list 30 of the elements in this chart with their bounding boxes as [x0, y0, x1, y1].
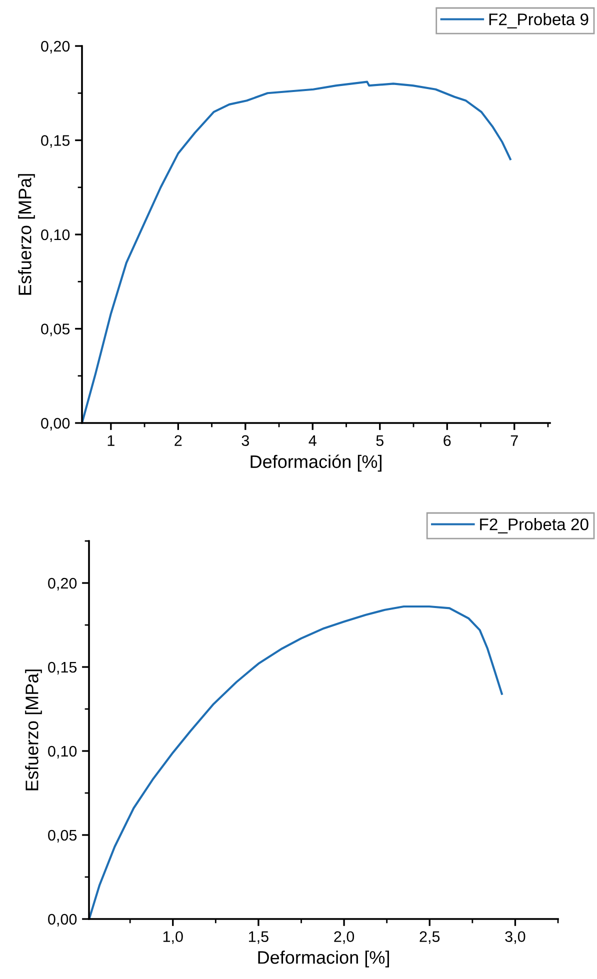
y-tick-label: 0,15	[48, 662, 77, 674]
x-tick-label: 1,0	[163, 931, 183, 944]
y-tick-label: 0,20	[41, 40, 70, 54]
legend-label: F2_Probeta 9	[489, 13, 588, 28]
x-axis-title: Deformacion [%]	[258, 950, 389, 968]
y-tick-label: 0,00	[41, 418, 70, 430]
y-tick-label: 0,00	[48, 914, 77, 926]
x-tick-label: 2	[174, 435, 182, 446]
line-series	[82, 80, 512, 423]
x-tick-label: 2,0	[334, 931, 354, 944]
y-tick-label: 0,10	[41, 229, 70, 242]
legend-label: F2_Probeta 20	[480, 518, 588, 534]
x-tick-label: 6	[444, 435, 451, 446]
line-series	[89, 605, 503, 919]
y-tick-label: 0,20	[48, 578, 77, 590]
y-tick-label: 0,05	[41, 324, 70, 336]
y-axis-title: Esfuerzo [MPa]	[25, 670, 42, 790]
x-axis-title: Deformación [%]	[250, 454, 382, 472]
y-tick-label: 0,05	[48, 830, 77, 842]
x-tick-label: 3,0	[505, 931, 526, 944]
y-axis-title: Esfuerzo [MPa]	[18, 174, 35, 295]
x-tick-label: 4	[308, 435, 316, 446]
y-tick-label: 0,15	[41, 135, 70, 148]
x-tick-label: 5	[376, 435, 384, 446]
x-tick-label: 2,5	[420, 931, 440, 944]
x-tick-label: 3	[242, 435, 249, 446]
y-tick-label: 0,10	[48, 746, 77, 758]
x-tick-label: 1,5	[249, 931, 268, 944]
x-tick-label: 7	[510, 435, 518, 446]
x-tick-label: 1	[108, 435, 114, 446]
